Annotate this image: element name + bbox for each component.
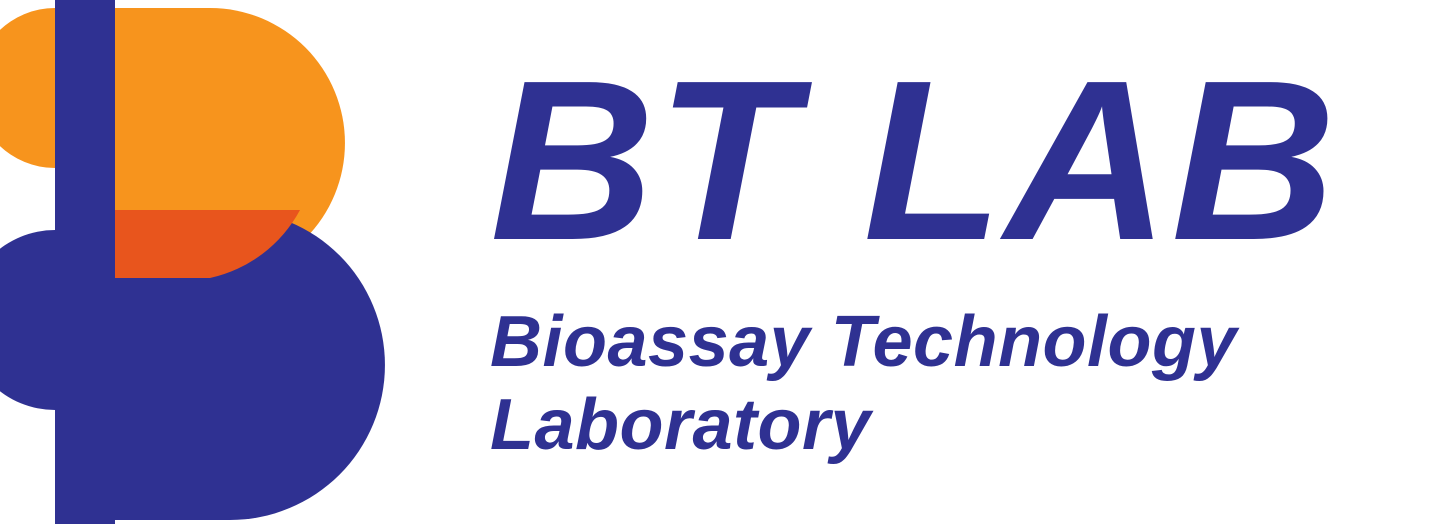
mark-left-bar (55, 0, 115, 524)
logo-mark (0, 0, 430, 524)
brand-subtitle-line2: Laboratory (490, 384, 1338, 467)
logo-text: BT LAB Bioassay Technology Laboratory (490, 57, 1338, 466)
logo: BT LAB Bioassay Technology Laboratory (0, 0, 1445, 524)
brand-subtitle: Bioassay Technology Laboratory (490, 301, 1338, 467)
brand-title: BT LAB (490, 57, 1338, 267)
mark-upper-nub (0, 8, 55, 168)
brand-subtitle-line1: Bioassay Technology (490, 301, 1338, 384)
logo-mark-svg (0, 0, 430, 524)
mark-lower-nub (0, 230, 55, 410)
